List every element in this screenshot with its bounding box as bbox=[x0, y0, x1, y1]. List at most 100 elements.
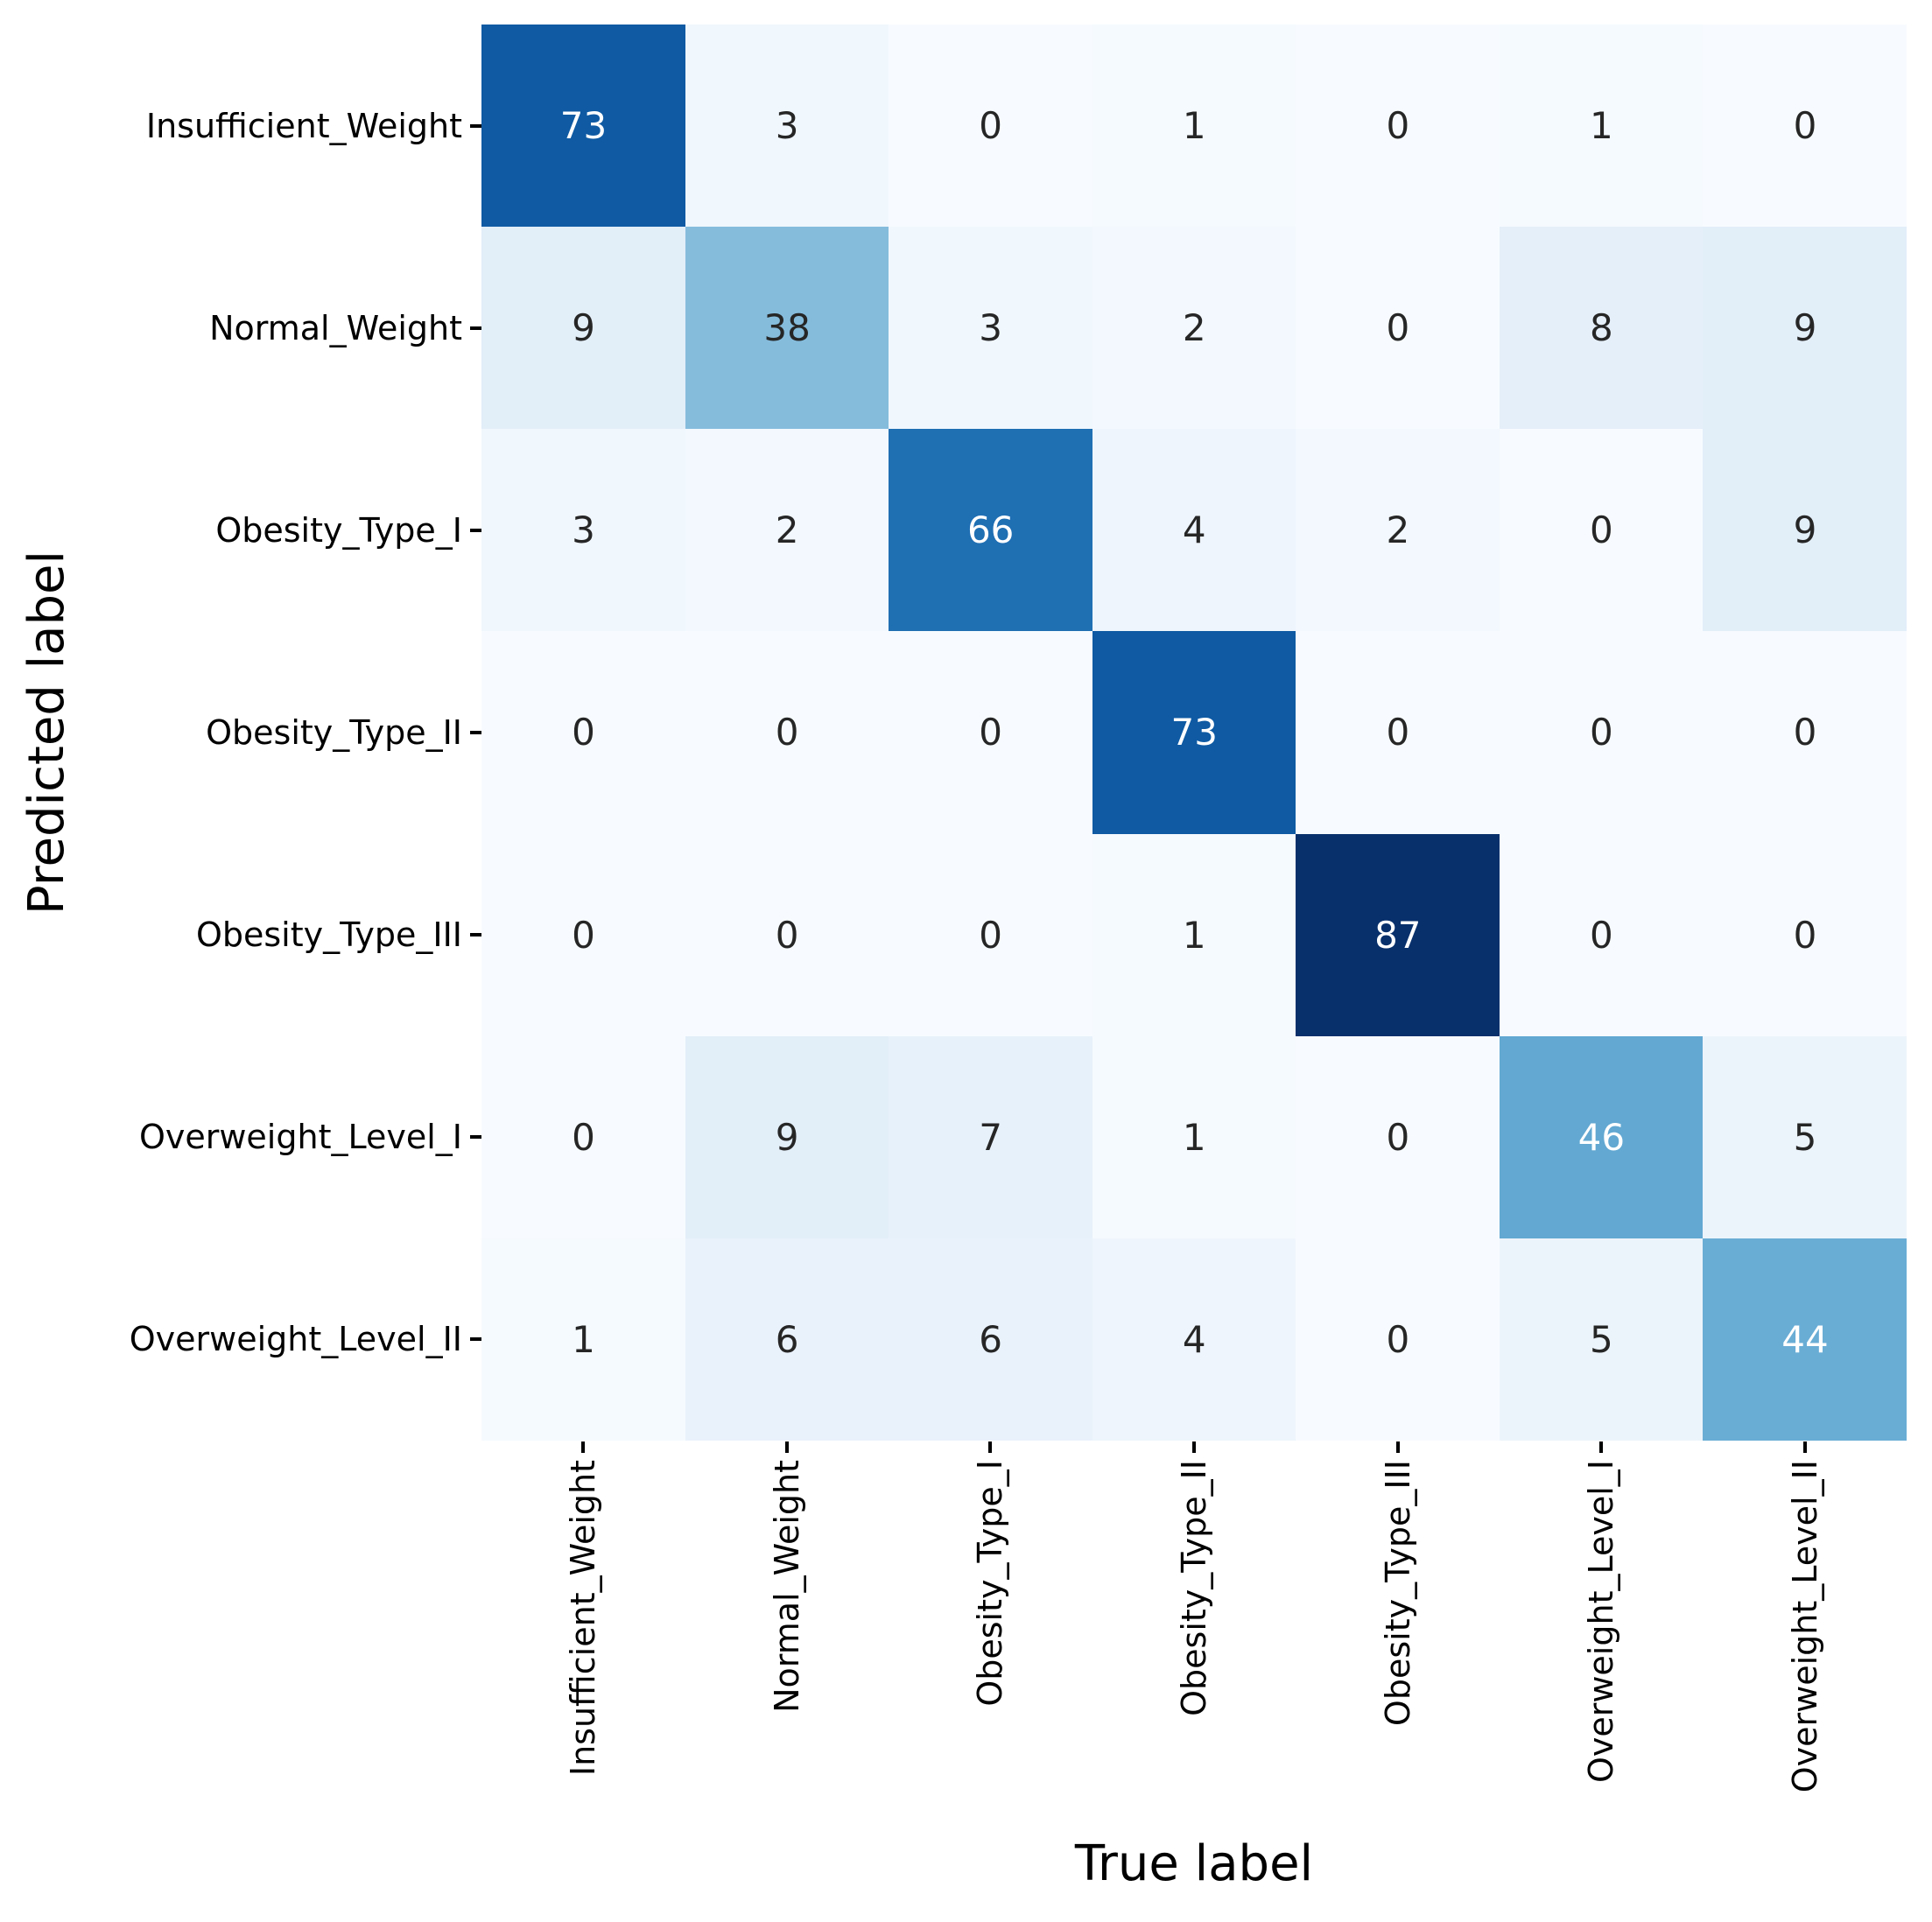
cell-value: 5 bbox=[1793, 1115, 1817, 1159]
cell-value: 2 bbox=[775, 509, 799, 552]
heatmap-cell: 1 bbox=[481, 1238, 686, 1442]
cell-value: 1 bbox=[1590, 104, 1613, 147]
heatmap-cell: 9 bbox=[685, 1035, 889, 1239]
heatmap-cell: 0 bbox=[1296, 227, 1500, 430]
heatmap-cell: 1 bbox=[1499, 25, 1704, 228]
heatmap-cell: 0 bbox=[1296, 25, 1500, 228]
x-tick-label: Normal_Weight bbox=[767, 1460, 806, 1713]
cell-value: 0 bbox=[1386, 306, 1410, 350]
cell-value: 0 bbox=[1590, 509, 1613, 552]
heatmap-cell: 0 bbox=[1499, 631, 1704, 835]
heatmap-cell: 46 bbox=[1499, 1035, 1704, 1239]
heatmap-cell: 4 bbox=[1092, 429, 1296, 632]
x-tick-label: Insufficient_Weight bbox=[564, 1460, 603, 1777]
heatmap-cell: 5 bbox=[1703, 1035, 1907, 1239]
cell-value: 9 bbox=[775, 1115, 799, 1159]
cell-value: 0 bbox=[979, 913, 1003, 957]
cell-value: 73 bbox=[1170, 711, 1218, 754]
y-tick-label: Obesity_Type_I bbox=[215, 510, 462, 550]
cell-value: 0 bbox=[775, 711, 799, 754]
heatmap-cell: 0 bbox=[1296, 1238, 1500, 1442]
x-tick-label: Obesity_Type_III bbox=[1378, 1460, 1417, 1727]
heatmap-cell: 73 bbox=[481, 25, 686, 228]
heatmap-cell: 9 bbox=[1703, 227, 1907, 430]
cell-value: 7 bbox=[979, 1115, 1003, 1159]
cell-value: 3 bbox=[572, 509, 595, 552]
heatmap-cell: 0 bbox=[481, 833, 686, 1037]
x-tick-label: Overweight_Level_I bbox=[1582, 1460, 1621, 1784]
heatmap-cell: 38 bbox=[685, 227, 889, 430]
cell-value: 9 bbox=[1793, 509, 1817, 552]
heatmap-cell: 0 bbox=[889, 833, 1093, 1037]
heatmap-cell: 2 bbox=[1092, 227, 1296, 430]
heatmap-cell: 0 bbox=[889, 25, 1093, 228]
cell-value: 0 bbox=[979, 104, 1003, 147]
cell-value: 6 bbox=[775, 1317, 799, 1361]
heatmap-cell: 2 bbox=[1296, 429, 1500, 632]
y-tick-label: Obesity_Type_II bbox=[206, 713, 462, 752]
heatmap-cell: 0 bbox=[1703, 833, 1907, 1037]
heatmap-cell: 66 bbox=[889, 429, 1093, 632]
cell-value: 3 bbox=[979, 306, 1003, 350]
heatmap-cell: 0 bbox=[481, 631, 686, 835]
heatmap-cell: 0 bbox=[481, 1035, 686, 1239]
cell-value: 6 bbox=[979, 1317, 1003, 1361]
cell-value: 0 bbox=[572, 913, 595, 957]
heatmap-cell: 1 bbox=[1092, 833, 1296, 1037]
cell-value: 3 bbox=[775, 104, 799, 147]
y-tick-mark bbox=[470, 1337, 481, 1342]
heatmap-cell: 87 bbox=[1296, 833, 1500, 1037]
heatmap-cell: 2 bbox=[685, 429, 889, 632]
heatmap-cell: 7 bbox=[889, 1035, 1093, 1239]
cell-value: 9 bbox=[572, 306, 595, 350]
heatmap-cell: 0 bbox=[889, 631, 1093, 835]
cell-value: 1 bbox=[1182, 1115, 1206, 1159]
cell-value: 0 bbox=[1386, 104, 1410, 147]
heatmap-cell: 0 bbox=[1296, 1035, 1500, 1239]
x-tick-mark bbox=[1599, 1442, 1604, 1453]
x-tick-mark bbox=[581, 1442, 586, 1453]
cell-value: 0 bbox=[1386, 1317, 1410, 1361]
y-tick-mark bbox=[470, 1135, 481, 1140]
y-tick-label: Insufficient_Weight bbox=[145, 106, 462, 145]
y-tick-mark bbox=[470, 933, 481, 937]
heatmap-cell: 9 bbox=[1703, 429, 1907, 632]
cell-value: 46 bbox=[1577, 1115, 1626, 1159]
cell-value: 66 bbox=[966, 509, 1015, 552]
cell-value: 1 bbox=[1182, 104, 1206, 147]
cell-value: 1 bbox=[572, 1317, 595, 1361]
cell-value: 2 bbox=[1182, 306, 1206, 350]
heatmap-cell: 3 bbox=[481, 429, 686, 632]
heatmap-cell: 44 bbox=[1703, 1238, 1907, 1442]
cell-value: 0 bbox=[1793, 104, 1817, 147]
cell-value: 2 bbox=[1386, 509, 1410, 552]
y-tick-mark bbox=[470, 326, 481, 330]
y-tick-mark bbox=[470, 731, 481, 734]
x-tick-mark bbox=[1192, 1442, 1196, 1453]
y-tick-label: Overweight_Level_II bbox=[129, 1320, 462, 1359]
x-tick-mark bbox=[1395, 1442, 1400, 1453]
heatmap-cell: 9 bbox=[481, 227, 686, 430]
heatmap-cell: 0 bbox=[685, 631, 889, 835]
heatmap-cell: 0 bbox=[1296, 631, 1500, 835]
heatmap-cell: 0 bbox=[1703, 631, 1907, 835]
heatmap-cell: 8 bbox=[1499, 227, 1704, 430]
heatmap-cell: 6 bbox=[685, 1238, 889, 1442]
cell-value: 1 bbox=[1182, 913, 1206, 957]
heatmap-cell: 1 bbox=[1092, 1035, 1296, 1239]
cell-value: 4 bbox=[1182, 1317, 1206, 1361]
heatmap-cell: 4 bbox=[1092, 1238, 1296, 1442]
cell-value: 0 bbox=[572, 711, 595, 754]
x-tick-label: Overweight_Level_II bbox=[1785, 1460, 1824, 1793]
cell-value: 0 bbox=[979, 711, 1003, 754]
cell-value: 8 bbox=[1590, 306, 1613, 350]
cell-value: 73 bbox=[559, 104, 608, 147]
heatmap-cell: 0 bbox=[1499, 429, 1704, 632]
x-axis-title: True label bbox=[1074, 1835, 1314, 1892]
x-tick-mark bbox=[1802, 1442, 1807, 1453]
x-tick-mark bbox=[988, 1442, 993, 1453]
cell-value: 5 bbox=[1590, 1317, 1613, 1361]
cell-value: 4 bbox=[1182, 509, 1206, 552]
x-tick-label: Obesity_Type_II bbox=[1175, 1460, 1213, 1716]
